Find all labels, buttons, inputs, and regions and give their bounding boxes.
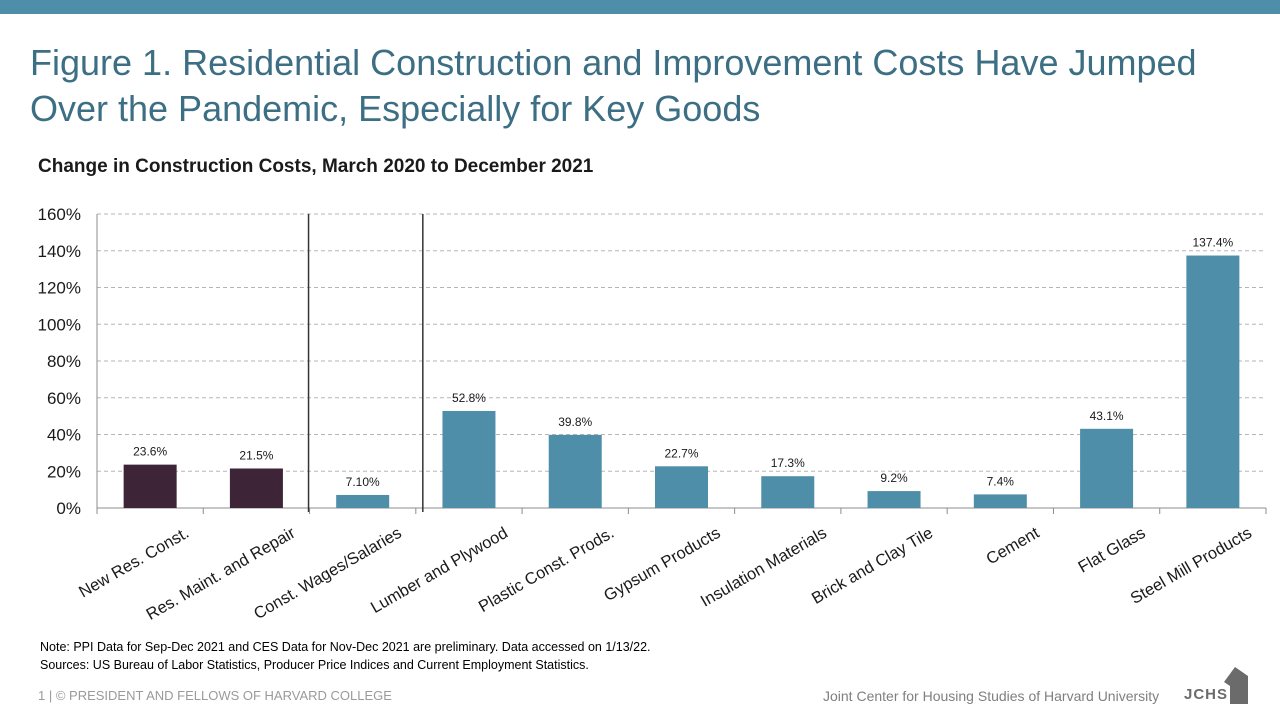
bar — [229, 468, 283, 508]
bar — [1186, 255, 1240, 508]
bar — [655, 466, 708, 508]
y-tick-label: 120% — [38, 279, 81, 298]
bar — [442, 410, 496, 508]
y-tick-label: 80% — [47, 352, 81, 371]
y-tick-label: 160% — [38, 205, 81, 224]
notes-block: Note: PPI Data for Sep-Dec 2021 and CES … — [40, 638, 651, 674]
y-tick-label: 20% — [47, 462, 81, 481]
sources-text: Sources: US Bureau of Labor Statistics, … — [40, 658, 589, 672]
data-label: 22.7% — [664, 446, 698, 460]
data-label: 17.3% — [771, 456, 805, 470]
bar — [548, 434, 602, 508]
footer-organization: Joint Center for Housing Studies of Harv… — [823, 688, 1160, 704]
data-label: 39.8% — [558, 415, 592, 429]
chart-title: Change in Construction Costs, March 2020… — [38, 156, 594, 177]
bar — [761, 476, 815, 508]
data-label: 7.10% — [346, 475, 380, 489]
category-label: Cement — [983, 524, 1042, 569]
category-label: Flat Glass — [1075, 524, 1148, 577]
data-label: 23.6% — [133, 445, 167, 459]
data-label: 9.2% — [880, 471, 908, 485]
page-title: Figure 1. Residential Construction and I… — [30, 42, 1197, 129]
data-label: 137.4% — [1193, 236, 1234, 250]
bar — [973, 494, 1027, 508]
top-accent-bar — [0, 0, 1280, 14]
bar — [867, 491, 921, 508]
y-tick-label: 60% — [47, 389, 81, 408]
note-text: Note: PPI Data for Sep-Dec 2021 and CES … — [40, 640, 651, 654]
bar-chart: 0%20%40%60%80%100%120%140%160%23.6%New R… — [38, 205, 1267, 624]
y-tick-label: 140% — [38, 242, 81, 261]
data-label: 7.4% — [987, 474, 1015, 488]
bar — [123, 464, 177, 508]
footer-copyright: 1 | © PRESIDENT AND FELLOWS OF HARVARD C… — [38, 688, 392, 703]
y-tick-label: 100% — [38, 315, 81, 334]
jchs-logo-text: JCHS — [1184, 686, 1229, 703]
data-label: 43.1% — [1090, 409, 1124, 423]
y-tick-label: 0% — [56, 499, 81, 518]
jchs-house-logo-icon — [1224, 667, 1248, 704]
data-label: 52.8% — [452, 391, 486, 405]
y-tick-label: 40% — [47, 426, 81, 445]
bar — [1080, 428, 1134, 508]
bar — [336, 494, 390, 508]
data-label: 21.5% — [239, 448, 273, 462]
